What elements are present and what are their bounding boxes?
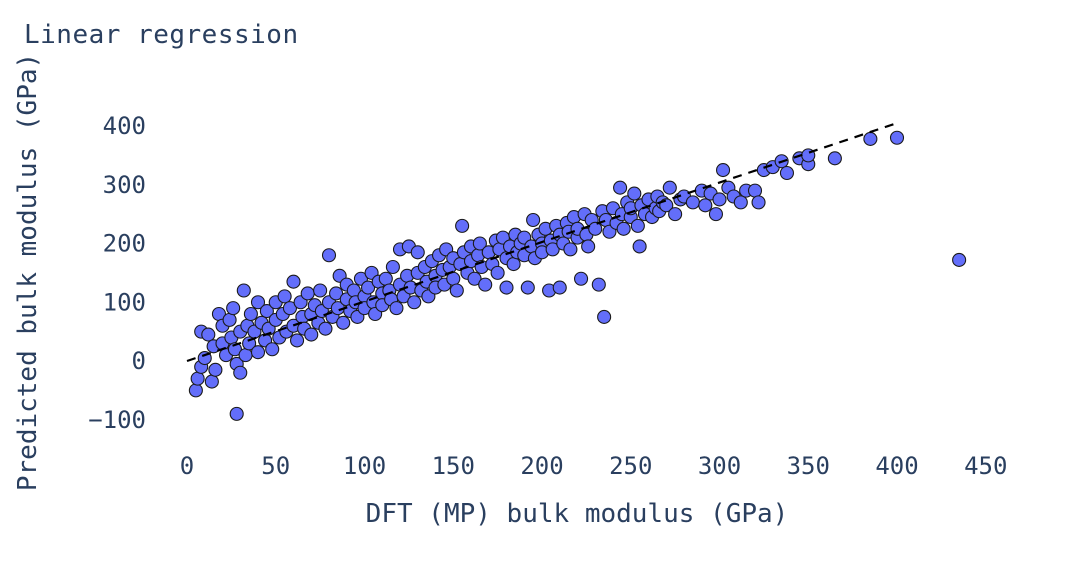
data-point	[236, 283, 251, 298]
x-tick-label: 250	[609, 452, 652, 480]
data-point	[329, 286, 344, 301]
data-point	[286, 274, 301, 289]
x-tick-label: 400	[875, 452, 918, 480]
data-point	[779, 165, 795, 181]
y-axis-ticks: −100 0 100 200 300 400	[88, 112, 146, 434]
data-point	[863, 131, 878, 146]
data-point	[282, 301, 298, 316]
data-point	[250, 345, 266, 360]
data-point	[827, 151, 842, 166]
y-tick-label: 0	[132, 347, 146, 375]
data-point	[588, 221, 603, 236]
data-point	[265, 342, 280, 357]
chart-title: Linear regression	[24, 20, 299, 50]
data-point	[668, 207, 683, 222]
data-point	[563, 242, 578, 257]
points-layer	[188, 130, 967, 421]
y-tick-label: 100	[103, 288, 146, 316]
data-point	[204, 374, 219, 389]
data-point	[360, 280, 376, 295]
data-point	[233, 365, 248, 380]
data-point	[229, 406, 244, 421]
data-point	[751, 195, 766, 210]
data-point	[632, 239, 647, 254]
data-point	[478, 277, 493, 292]
data-point	[455, 218, 470, 233]
data-point	[573, 271, 589, 286]
x-tick-label: 100	[343, 452, 386, 480]
data-point	[597, 309, 612, 324]
data-point	[410, 245, 425, 260]
data-point	[616, 221, 631, 236]
y-tick-label: 200	[103, 230, 146, 258]
data-point	[952, 252, 967, 268]
data-point	[226, 301, 241, 316]
data-point	[321, 248, 337, 263]
y-axis-title: Predicted bulk modulus (GPa)	[13, 53, 43, 491]
x-tick-label: 200	[520, 452, 563, 480]
x-tick-label: 150	[432, 452, 475, 480]
data-point	[733, 195, 748, 210]
data-point	[698, 198, 713, 213]
data-point	[300, 286, 315, 301]
data-point	[289, 333, 305, 348]
data-point	[208, 362, 223, 377]
data-point	[520, 280, 535, 295]
data-point	[506, 257, 521, 272]
data-point	[552, 280, 567, 295]
x-axis-title: DFT (MP) bulk modulus (GPa)	[366, 499, 789, 529]
data-point	[627, 186, 642, 201]
x-tick-label: 50	[261, 452, 290, 480]
data-point	[378, 271, 393, 286]
x-tick-label: 0	[180, 452, 194, 480]
data-point	[499, 280, 514, 295]
y-tick-label: 400	[103, 112, 146, 140]
x-tick-label: 300	[698, 452, 741, 480]
data-point	[259, 304, 274, 319]
data-point	[336, 315, 351, 330]
data-point	[581, 239, 596, 254]
data-point	[747, 183, 763, 198]
data-point	[712, 192, 727, 207]
data-point	[449, 283, 464, 298]
data-point	[591, 277, 606, 292]
data-point	[613, 180, 628, 195]
data-point	[630, 218, 645, 233]
y-tick-label: 300	[103, 171, 146, 199]
data-point	[708, 207, 724, 222]
data-point	[222, 312, 237, 327]
data-point	[685, 195, 700, 210]
reference-line	[186, 122, 898, 363]
data-point	[889, 130, 905, 145]
data-point	[389, 301, 404, 316]
data-point	[243, 306, 258, 322]
data-point	[304, 327, 319, 342]
data-point	[662, 180, 677, 195]
data-point	[313, 283, 328, 298]
data-point	[201, 327, 216, 342]
data-point	[472, 236, 487, 251]
x-axis-ticks: 0 50 100 150 200 250 300 350 400 450	[180, 452, 1008, 480]
x-tick-label: 450	[964, 452, 1007, 480]
data-point	[467, 271, 482, 286]
data-point	[318, 321, 333, 336]
data-point	[238, 348, 253, 363]
x-tick-label: 350	[787, 452, 830, 480]
data-point	[526, 212, 541, 228]
data-point	[190, 371, 205, 386]
data-point	[277, 289, 292, 304]
data-point	[715, 163, 731, 178]
data-point	[385, 259, 400, 275]
y-tick-label: −100	[88, 406, 146, 434]
data-point	[188, 383, 203, 398]
data-point	[545, 242, 560, 257]
data-point	[407, 295, 422, 310]
data-point	[227, 342, 242, 357]
data-point	[250, 295, 266, 310]
data-point	[490, 265, 505, 280]
